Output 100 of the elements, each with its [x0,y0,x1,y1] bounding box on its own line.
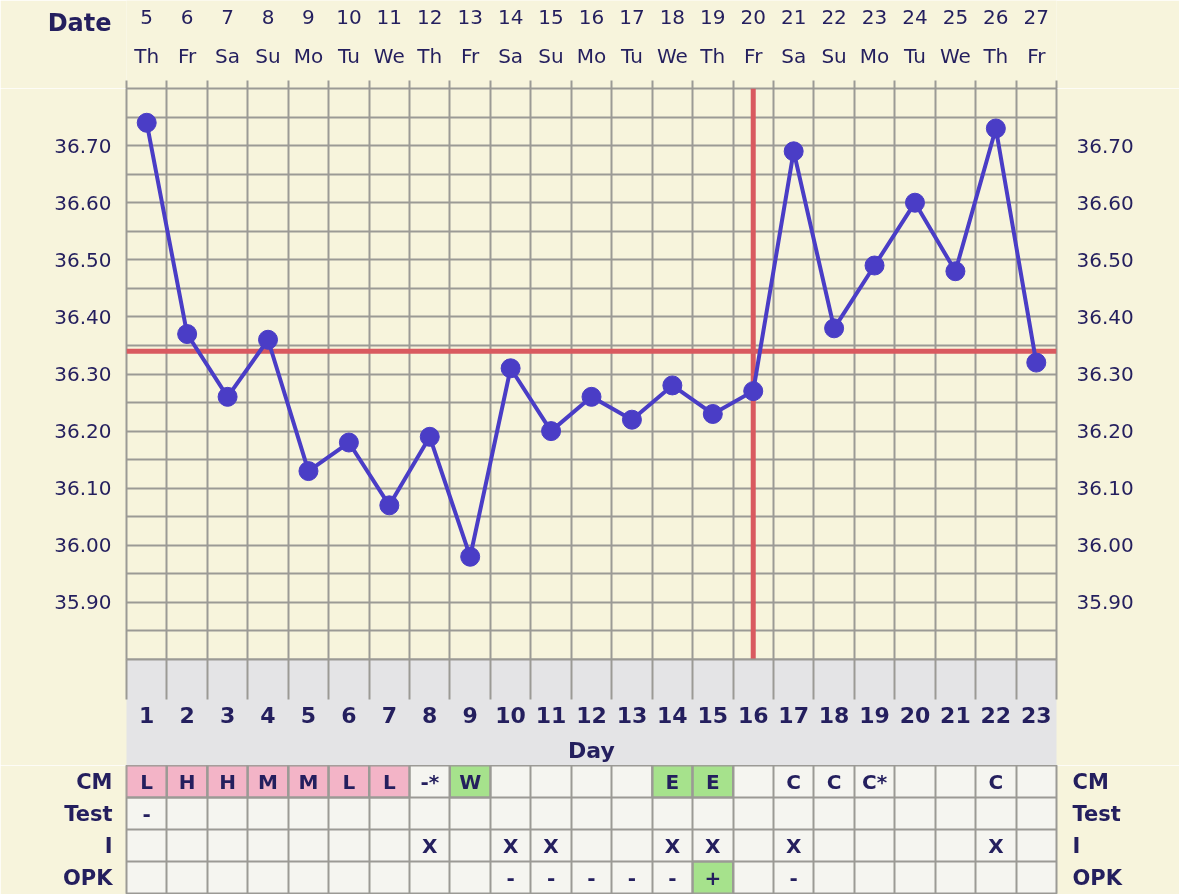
text: C* [861,769,888,794]
x-tick-label: 8 [422,702,438,728]
x-tick-label: 20 [899,702,931,728]
text: - [546,865,556,890]
y-tick-label: 36.60 [54,190,112,215]
text: W [459,769,482,794]
point [298,461,319,482]
y-tick-label: 36.10 [54,476,112,501]
x2-tick-label: 10 Tu [336,5,362,68]
x2-tick-label: 17 Tu [619,5,645,68]
x2-tick-label: 20 Fr [740,5,766,68]
x-tick-label: 7 [381,702,397,728]
text: M [298,769,319,794]
y2-tick-label: 36.50 [1076,247,1134,272]
x-tick-label: 13 [616,702,648,728]
text: C [988,769,1004,794]
x2-tick-label: 18 We [656,5,688,68]
x-tick-label: 12 [576,702,607,728]
y2-tick-label: 36.00 [1076,533,1134,558]
x2-tick-label: 12 Th [416,5,443,68]
y2-tick-label: 36.30 [1076,362,1134,386]
point [621,409,642,430]
y-tick-label: 36.00 [54,533,112,558]
x-tick-label: 17 [778,702,809,728]
text: - [668,865,677,890]
text: E [705,769,720,794]
category-label: OPK [1072,865,1123,890]
point [824,318,845,339]
text: H [219,769,236,794]
point [136,112,157,133]
x-tick-label: 2 [179,702,195,728]
point [541,421,562,442]
x2-tick-label: 13 Fr [457,5,483,68]
category-label: Test [64,801,113,826]
x-tick-label: 14 [657,702,688,728]
category-label: CM [76,769,113,794]
x-tick-label: 9 [462,702,478,728]
point [177,324,198,345]
x2-tick-label: 23 Mo [859,5,890,68]
text: H [178,769,196,794]
x-tick-label: 21 [940,702,971,728]
x-tick-label: 15 [697,702,729,728]
point [904,192,925,213]
x2-tick-label: 14 Sa [497,5,524,68]
category-label: I [104,833,113,858]
category-label: Test [1072,801,1121,826]
text: + [704,865,722,890]
x2-tick-label: 8 Su [255,5,281,68]
text: X [705,833,721,858]
x-tick-label: 5 [300,702,317,728]
text: C [826,769,842,794]
x-tick-label: 23 [1020,702,1052,728]
y2-tick-label: 36.70 [1076,133,1134,158]
x-tick-label: 18 [818,702,850,728]
y2-tick-label: 36.60 [1076,190,1134,215]
text: - [142,801,151,826]
y2-tick-label: 36.40 [1076,304,1134,329]
x2-tick-label: 24 Tu [902,5,928,68]
x2-tick-label: 21 Sa [780,5,807,68]
x2-tick-label: 16 Mo [576,5,607,68]
x2-tick-label: 22 Su [821,5,847,68]
x-tick-label: 3 [219,702,236,728]
x2-tick-label: 15 Su [538,5,564,68]
text: X [502,833,519,858]
text: -* [420,769,440,794]
point [662,375,683,396]
text: X [422,833,438,858]
x2-tick-label: 26 Th [982,5,1009,68]
y-tick-label: 36.40 [54,304,112,329]
point [500,358,521,379]
point [460,546,481,567]
y-tick-label: 36.70 [54,133,112,158]
y-tick-label: 36.30 [54,362,112,386]
x2-tick-label: 27 Fr [1023,5,1050,68]
text: C [786,769,802,794]
text: X [543,833,559,858]
x2-axis-title: Date [47,8,112,37]
category-label: I [1072,833,1081,858]
point [864,255,885,276]
x-tick-label: 22 [980,702,1012,728]
point [743,381,764,402]
text: - [587,865,596,890]
point [945,261,966,282]
x-tick-label: 16 [737,702,769,728]
text: L [140,769,154,794]
text: L [382,769,396,794]
y2-tick-label: 36.20 [1076,419,1134,444]
text: E [665,769,680,794]
x2-tick-label: 11 We [373,5,405,68]
point [985,118,1006,139]
x-tick-label: 4 [260,702,276,728]
text: X [664,833,681,858]
x2-tick-label: 5 Th [133,5,160,68]
text: X [785,833,802,858]
category-label: OPK [62,865,113,890]
point [217,386,238,407]
x-axis-title: Day [568,737,615,763]
point [379,495,400,516]
text: L [342,769,356,794]
text: M [258,769,278,794]
